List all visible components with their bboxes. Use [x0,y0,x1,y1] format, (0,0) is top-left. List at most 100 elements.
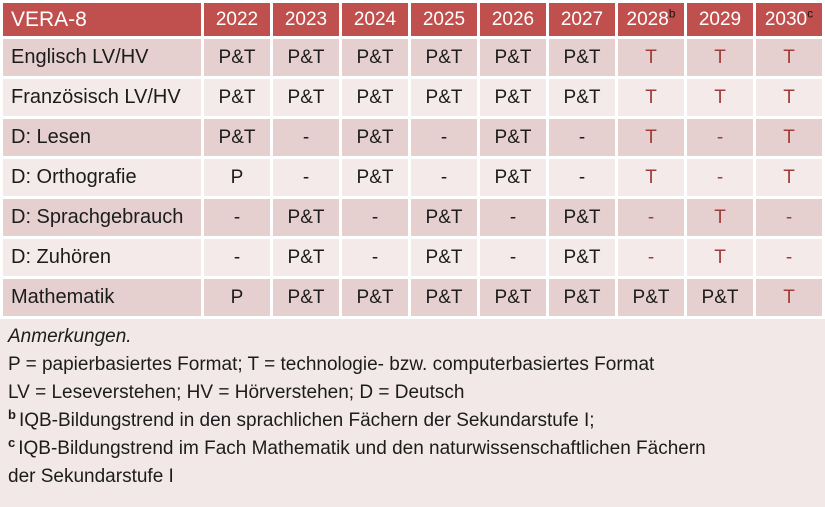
table-cell: T [618,79,684,116]
table-cell: P&T [549,279,615,316]
table-cell: P&T [480,39,546,76]
table-cell: T [618,119,684,156]
table-cell: P&T [342,119,408,156]
table-cell: - [549,119,615,156]
table-cell: - [756,199,822,236]
table-cell: P&T [273,199,339,236]
year-label: 2029 [698,8,742,30]
table-cell: - [480,239,546,276]
year-header-2030: 2030c [756,3,822,36]
table-cell: - [273,119,339,156]
table-cell: P&T [342,159,408,196]
row-label: Englisch LV/HV [3,39,201,76]
table-cell: P&T [549,79,615,116]
table-cell: P&T [411,239,477,276]
table-cell: - [687,159,753,196]
row-label: D: Orthografie [3,159,201,196]
year-header-2028: 2028b [618,3,684,36]
year-header-2026: 2026 [480,3,546,36]
note-text: LV = Leseverstehen; HV = Hörverstehen; D… [8,382,465,403]
table-cell: P [204,279,270,316]
note-text: IQB-Bildungstrend im Fach Mathematik und… [8,438,706,487]
year-label: 2027 [560,8,604,30]
row-label: D: Lesen [3,119,201,156]
table-cell: - [411,159,477,196]
row-label: Mathematik [3,279,201,316]
year-label: 2022 [215,8,259,30]
table-cell: P&T [342,279,408,316]
table-row: D: Lesen P&T - P&T - P&T - T - T [3,119,822,156]
table-title-cell: VERA-8 [3,3,201,36]
table-row: Englisch LV/HV P&T P&T P&T P&T P&T P&T T T T [3,39,822,76]
table-cell: P&T [618,279,684,316]
table-cell: - [342,239,408,276]
table-cell: P&T [549,39,615,76]
table-cell: P&T [342,79,408,116]
year-header-2029: 2029 [687,3,753,36]
year-header-2022: 2022 [204,3,270,36]
year-label: 2024 [353,8,397,30]
table-cell: T [687,39,753,76]
table-cell: T [618,39,684,76]
table-row: Französisch LV/HV P&T P&T P&T P&T P&T P&T T T T [3,79,822,116]
table-cell: - [342,199,408,236]
footnote-marker-c: c [807,6,814,21]
table-cell: P&T [411,79,477,116]
note-line-footnote-c: c IQB-Bildungstrend im Fach Mathematik un… [8,435,720,491]
table-cell: P&T [411,199,477,236]
table-header-row: VERA-8 2022 2023 2024 2025 2026 2027 202… [3,3,822,36]
table-cell: P&T [204,39,270,76]
table-row: Mathematik P P&T P&T P&T P&T P&T P&T P&T T [3,279,822,316]
table-cell: - [480,199,546,236]
year-label: 2023 [284,8,328,30]
table-cell: T [756,279,822,316]
footnote-marker-b: b [8,406,16,422]
table-body: Englisch LV/HV P&T P&T P&T P&T P&T P&T T T T Franz… [3,39,822,316]
notes-title: Anmerkungen. [8,326,132,347]
table-cell: P&T [480,79,546,116]
year-header-2025: 2025 [411,3,477,36]
year-label: 2026 [491,8,535,30]
year-label: 2025 [422,8,466,30]
row-label: Französisch LV/HV [3,79,201,116]
table-cell: T [687,79,753,116]
footnote-marker-b: b [668,6,676,21]
table-cell: - [204,239,270,276]
note-line-formats: P = papierbasiertes Format; T = technolo… [8,351,720,379]
table-cell: P&T [411,279,477,316]
table-row: D: Orthografie P - P&T - P&T - T - T [3,159,822,196]
table-cell: - [273,159,339,196]
notes-section: Anmerkungen. P = papierbasiertes Format;… [0,319,825,507]
table-cell: P&T [549,199,615,236]
table-cell: P&T [342,39,408,76]
table-cell: P&T [273,79,339,116]
table-cell: - [411,119,477,156]
table-cell: T [687,199,753,236]
table-cell: T [756,119,822,156]
table-cell: - [204,199,270,236]
table-cell: - [618,239,684,276]
table-cell: P&T [549,239,615,276]
table-cell: - [549,159,615,196]
table-cell: P&T [687,279,753,316]
table-cell: T [756,79,822,116]
note-line-abbreviations: LV = Leseverstehen; HV = Hörverstehen; D… [8,379,720,407]
note-line-footnote-b: b IQB-Bildungstrend in den sprachlichen F… [8,407,720,435]
table-cell: P&T [411,39,477,76]
table-cell: P&T [273,239,339,276]
table-cell: P&T [204,119,270,156]
row-label: D: Zuhören [3,239,201,276]
table-row: D: Sprachgebrauch - P&T - P&T - P&T - T - [3,199,822,236]
table-cell: T [687,239,753,276]
note-text: IQB-Bildungstrend in den sprachlichen Fä… [18,410,595,431]
row-label: D: Sprachgebrauch [3,199,201,236]
table-cell: P&T [273,39,339,76]
year-label: 2028 [626,8,669,30]
table-cell: P&T [480,119,546,156]
table-cell: P&T [204,79,270,116]
table-cell: T [756,39,822,76]
table-cell: P&T [480,279,546,316]
table-cell: T [756,159,822,196]
vera8-table: VERA-8 2022 2023 2024 2025 2026 2027 202… [3,3,822,316]
